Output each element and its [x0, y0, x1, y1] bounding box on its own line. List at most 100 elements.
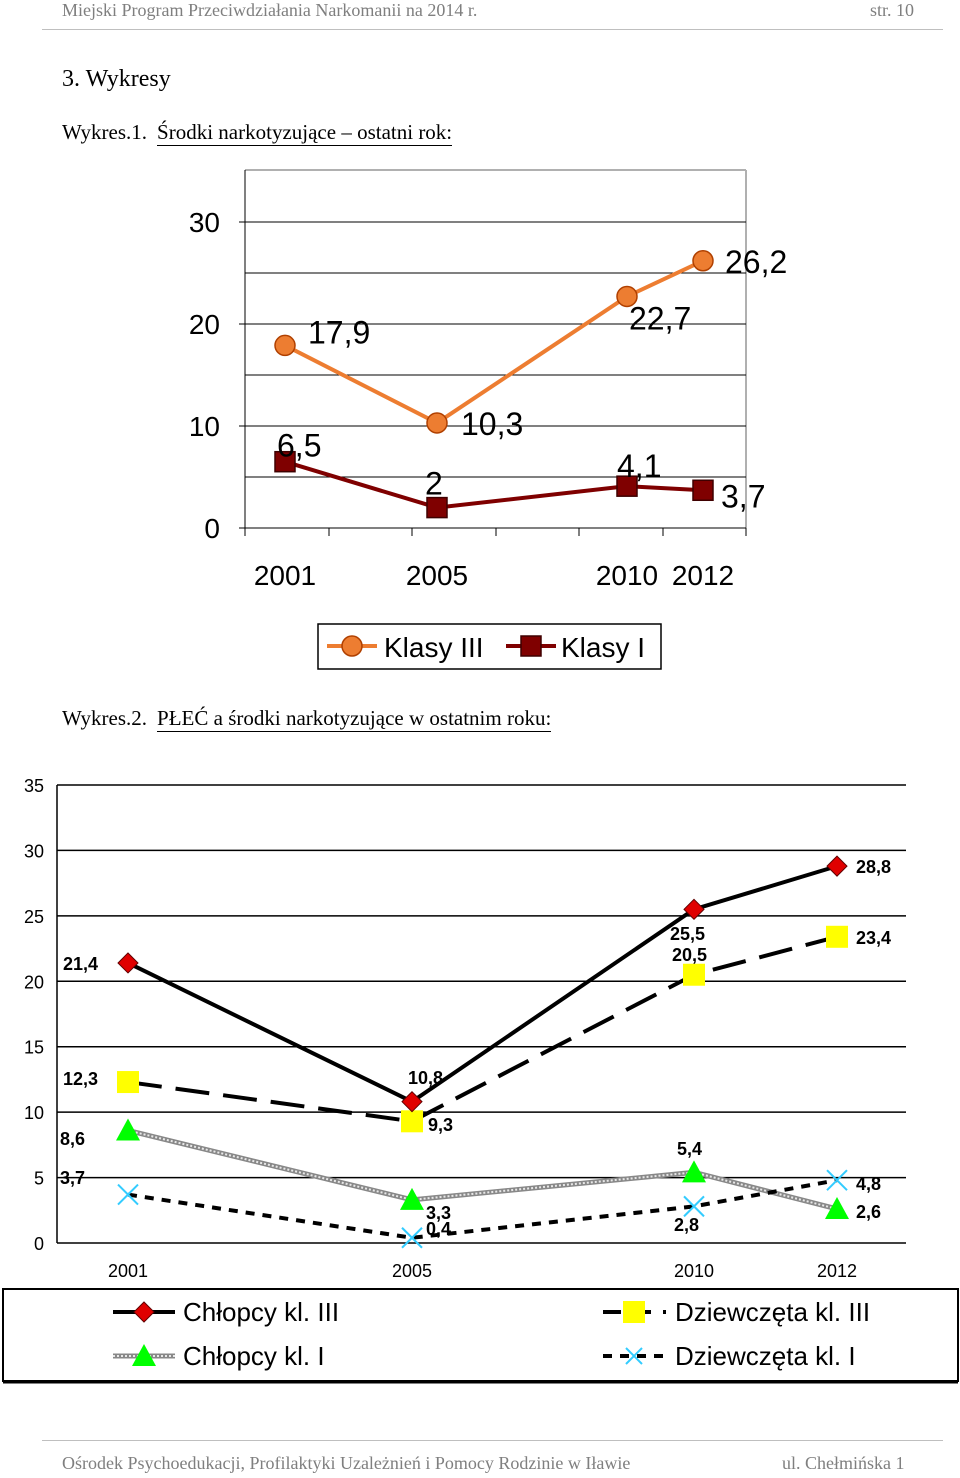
chart1-point-klasy-iii — [274, 334, 296, 357]
chart1-point-klasy-iii — [692, 250, 714, 272]
chart1-x-tick-label: 2010 — [596, 560, 658, 591]
chart2-caption: Wykres.2. PŁEĆ a środki narkotyzujące w o… — [62, 706, 552, 732]
chart2-y-tick-label: 5 — [34, 1169, 44, 1189]
chart2-data-label: 3,3 — [426, 1203, 451, 1223]
chart2-point-dziewczeta-i — [683, 1195, 705, 1218]
chart2-point-dziewczeta-iii — [683, 963, 705, 986]
chart2-data-label: 0,4 — [426, 1219, 451, 1239]
chart1-legend-label-klasy-iii: Klasy III — [384, 632, 484, 663]
chart1-data-label-klasy-iii: 22,7 — [629, 300, 691, 336]
chart2-caption-number: Wykres.2. — [62, 706, 148, 730]
header-title: Miejski Program Przeciwdziałania Narkoma… — [62, 0, 478, 20]
chart1-y-tick-label: 10 — [189, 411, 220, 442]
chart1-series-klasy-i-line — [284, 459, 704, 510]
chart2-y-tick-label: 15 — [24, 1038, 44, 1058]
chart1-data-label-klasy-iii: 10,3 — [461, 406, 523, 442]
chart2-point-chlopcy-i — [682, 1160, 706, 1183]
footer-address: Ośrodek Psychoedukacji, Profilaktyki Uza… — [62, 1453, 631, 1473]
chart2-data-label: 5,4 — [677, 1139, 702, 1159]
chart1-point-klasy-i — [692, 479, 714, 502]
chart2-data-label: 4,8 — [856, 1174, 881, 1194]
chart2-series-dziewczeta-iii-line — [127, 934, 838, 1124]
chart2-legend-label-chlopcy-iii: Chłopcy kl. III — [183, 1297, 339, 1327]
header-divider — [42, 29, 943, 30]
chart2-point-dziewczeta-iii — [826, 925, 848, 948]
chart2-legend-marker-dziewczeta-i — [625, 1347, 643, 1365]
chart2-series-chlopcy-i-line — [127, 1128, 838, 1212]
chart1-caption-text: Środki narkotyzujące – ostatni rok: — [157, 120, 453, 146]
chart2-legend-marker-chlopcy-iii — [133, 1301, 155, 1323]
chart2-data-label: 2,8 — [674, 1215, 699, 1235]
chart1-caption: Wykres.1. Środki narkotyzujące – ostatni … — [62, 120, 453, 146]
chart2-series-chlopcy-iii-line — [127, 864, 838, 1104]
chart2-point-dziewczeta-i-stroke — [826, 1169, 848, 1191]
chart1-data-label-klasy-i: 4,1 — [617, 448, 661, 484]
chart1-x-tick-label: 2012 — [672, 560, 734, 591]
chart2-point-dziewczeta-i-stroke — [401, 1227, 423, 1249]
chart2-point-dziewczeta-i-stroke — [117, 1183, 139, 1206]
footer-divider — [42, 1440, 943, 1441]
chart1-point-klasy-i — [616, 475, 638, 497]
chart1-y-tick-label: 20 — [189, 309, 220, 340]
chart2-point-chlopcy-i — [116, 1118, 140, 1141]
chart2-point-dziewczeta-i — [401, 1227, 423, 1249]
chart1-point-klasy-i — [274, 450, 296, 473]
chart2-data-label: 10,8 — [408, 1068, 443, 1088]
chart2-data-label: 2,6 — [856, 1202, 881, 1222]
chart1-data-label-klasy-i: 2 — [425, 466, 443, 502]
chart1-y-tick-label: 0 — [204, 513, 220, 544]
chart1-data-label-klasy-i: 6,5 — [277, 428, 321, 464]
chart2-legend-label-chlopcy-i: Chłopcy kl. I — [183, 1341, 325, 1371]
chart2-point-chlopcy-iii — [401, 1090, 423, 1113]
chart2-y-tick-label: 25 — [24, 907, 44, 927]
page-number: str. 10 — [870, 0, 915, 20]
chart2-data-label: 21,4 — [63, 954, 98, 974]
section-title: 3. Wykresy — [62, 66, 171, 92]
chart2-legend-label-dziewczeta-i: Dziewczęta kl. I — [675, 1341, 856, 1371]
chart1-legend-marker-klasy-iii — [341, 635, 363, 657]
chart1-point-klasy-iii — [426, 412, 448, 434]
chart2-point-dziewczeta-i-stroke — [683, 1195, 705, 1218]
chart1-x-tick-label: 2005 — [406, 560, 468, 591]
footer-street: ul. Chełmińska 1 — [782, 1453, 905, 1473]
chart2-data-label: 12,3 — [63, 1069, 98, 1089]
chart2-data-label: 8,6 — [60, 1129, 85, 1149]
chart2-x-tick-label: 2010 — [674, 1261, 714, 1281]
chart1-data-label-klasy-iii: 17,9 — [308, 314, 370, 350]
chart2-legend-marker-chlopcy-i — [132, 1344, 156, 1366]
chart2-y-tick-label: 20 — [24, 972, 44, 992]
chart2-data-label: 20,5 — [672, 945, 707, 965]
chart2-data-label: 23,4 — [856, 928, 891, 948]
chart2-x-tick-label: 2005 — [392, 1261, 432, 1281]
chart2-point-chlopcy-iii — [117, 952, 139, 974]
chart1-data-label-klasy-iii: 26,2 — [725, 244, 787, 280]
chart2: 0 5 10 15 20 25 30 35 2001 2005 2010 2012 21,4 10,8 25… — [2, 776, 959, 1384]
chart1-point-klasy-i — [426, 496, 448, 519]
chart2-legend-marker-dziewczeta-iii — [623, 1301, 645, 1323]
chart1-caption-number: Wykres.1. — [62, 120, 148, 144]
chart2-point-chlopcy-iii — [683, 898, 705, 921]
chart2-data-label: 25,5 — [670, 924, 705, 944]
chart2-y-tick-label: 10 — [24, 1103, 44, 1123]
chart1-point-klasy-iii — [616, 285, 638, 308]
chart2-point-chlopcy-i — [400, 1187, 424, 1210]
chart2-series-chlopcy-i-line-pattern — [127, 1129, 838, 1210]
chart2-y-tick-label: 30 — [24, 841, 44, 861]
chart2-point-chlopcy-iii — [826, 855, 848, 877]
chart2-x-tick-label: 2001 — [108, 1261, 148, 1281]
chart1-data-label-klasy-i: 3,7 — [721, 478, 765, 514]
chart1-y-tick-label: 30 — [189, 207, 220, 238]
chart2-x-tick-label: 2012 — [817, 1261, 857, 1281]
chart2-legend-label-dziewczeta-iii: Dziewczęta kl. III — [675, 1297, 870, 1327]
chart2-data-label: 28,8 — [856, 857, 891, 877]
chart2-legend — [2, 1288, 959, 1382]
chart2-point-dziewczeta-iii — [401, 1110, 423, 1133]
chart2-y-tick-label: 0 — [34, 1234, 44, 1254]
chart2-series-dziewczeta-i-line — [127, 1178, 838, 1240]
chart1-legend-label-klasy-i: Klasy I — [561, 632, 645, 663]
chart2-caption-text: PŁEĆ a środki narkotyzujące w ostatnim r… — [157, 706, 552, 732]
chart2-point-dziewczeta-i — [826, 1169, 848, 1191]
chart2-data-label: 9,3 — [428, 1115, 453, 1135]
chart2-point-dziewczeta-iii — [117, 1071, 139, 1094]
chart2-point-chlopcy-i — [825, 1196, 849, 1219]
